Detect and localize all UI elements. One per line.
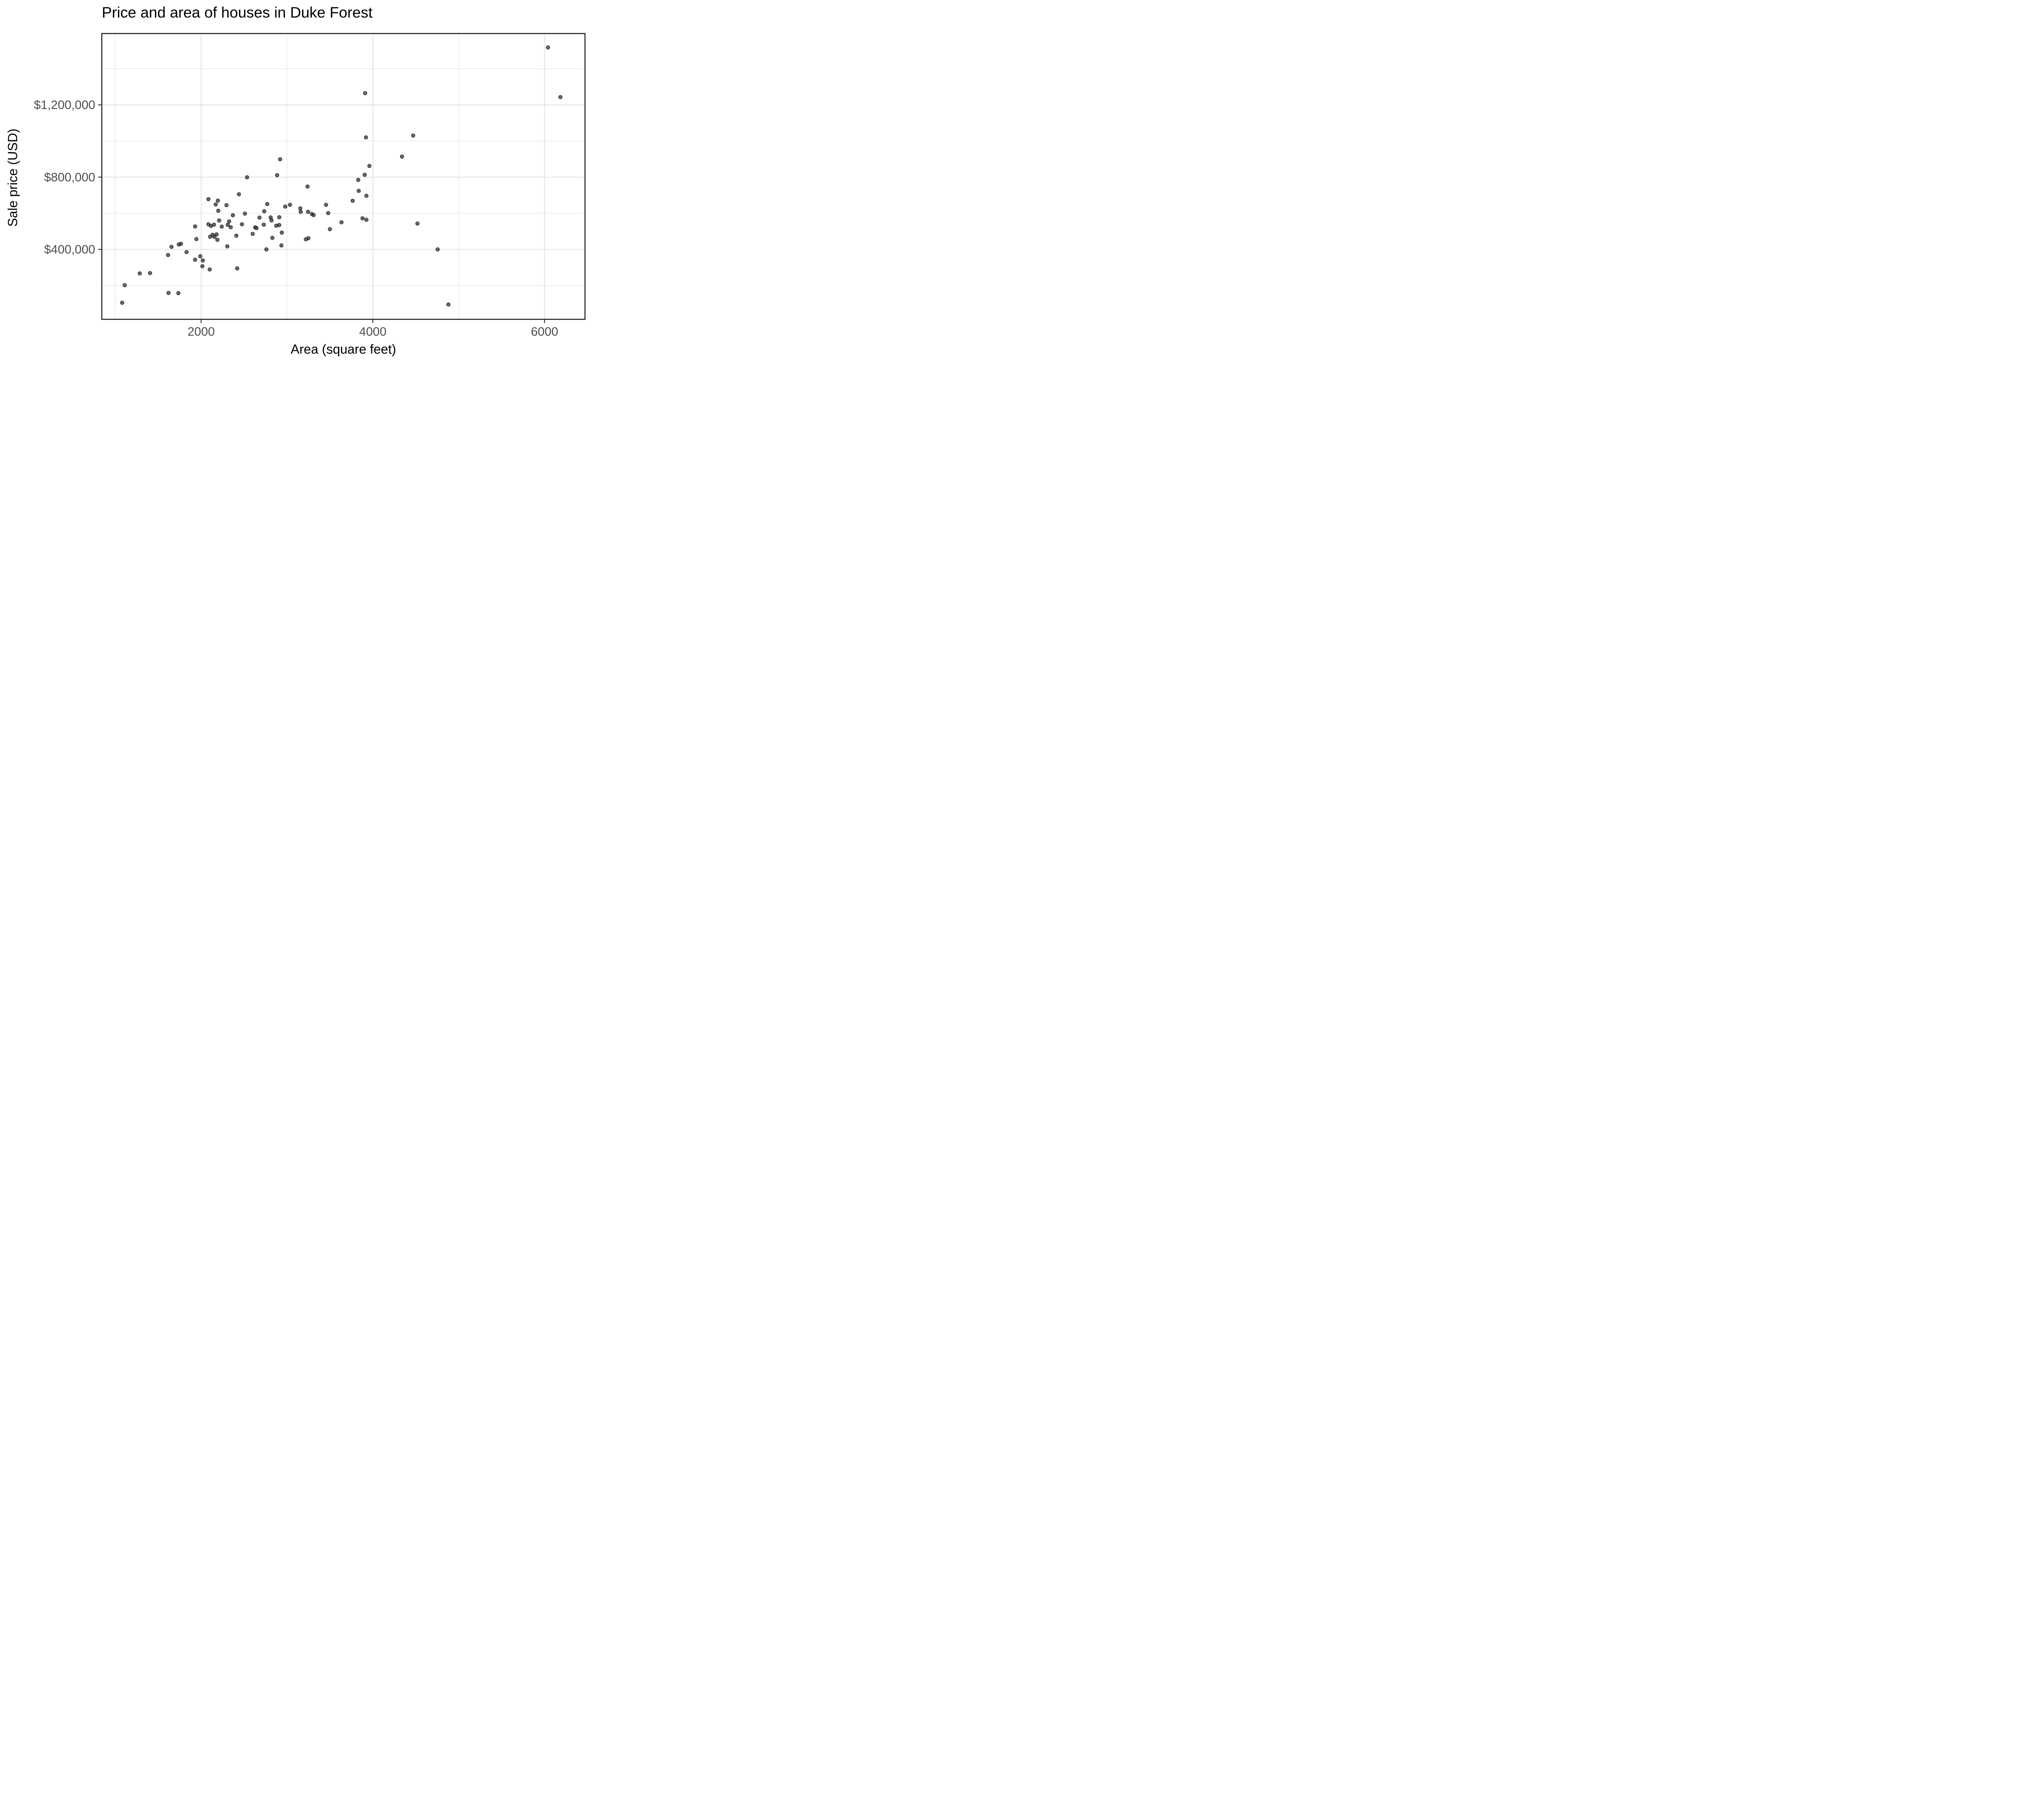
data-point bbox=[262, 222, 266, 227]
data-point bbox=[356, 188, 361, 193]
x-axis-title: Area (square feet) bbox=[291, 342, 396, 357]
data-point bbox=[122, 283, 127, 287]
data-point bbox=[207, 267, 212, 272]
data-point bbox=[264, 247, 269, 252]
data-point bbox=[311, 213, 316, 218]
panel-border bbox=[101, 33, 586, 320]
data-point bbox=[237, 192, 241, 197]
data-point bbox=[277, 223, 282, 227]
y-tick-label: $800,000 bbox=[44, 170, 95, 184]
data-point bbox=[360, 216, 365, 221]
data-point bbox=[446, 302, 451, 307]
data-point bbox=[279, 243, 284, 248]
data-point bbox=[200, 258, 205, 263]
y-axis-title: Sale price (USD) bbox=[5, 128, 20, 227]
data-point bbox=[306, 209, 310, 214]
data-point bbox=[225, 244, 230, 249]
data-point bbox=[193, 257, 197, 262]
data-point bbox=[270, 236, 275, 240]
data-point bbox=[148, 271, 152, 276]
plot-panel: 2000 4000 6000 $400,000 $800,000 $1,200,000 bbox=[34, 33, 586, 339]
data-point bbox=[277, 215, 282, 220]
data-point bbox=[305, 184, 310, 189]
data-point bbox=[235, 266, 240, 271]
data-point bbox=[298, 206, 303, 211]
data-point bbox=[298, 209, 303, 214]
data-point bbox=[234, 233, 239, 238]
data-point bbox=[324, 202, 328, 207]
data-point bbox=[411, 133, 415, 138]
data-point bbox=[213, 202, 218, 207]
data-point bbox=[283, 204, 288, 209]
data-point bbox=[245, 175, 249, 179]
scatter-plot-figure: 2000 4000 6000 $400,000 $800,000 $1,200,000 P… bbox=[0, 0, 589, 364]
data-point bbox=[184, 250, 189, 254]
data-point bbox=[278, 157, 282, 161]
data-point bbox=[415, 221, 420, 226]
data-point bbox=[254, 226, 259, 231]
data-point bbox=[240, 222, 244, 227]
data-point bbox=[269, 218, 274, 223]
data-point bbox=[214, 232, 219, 237]
data-point bbox=[200, 264, 205, 269]
data-point bbox=[194, 237, 199, 242]
data-point bbox=[363, 135, 368, 140]
data-point bbox=[288, 202, 292, 207]
y-tick-label: $400,000 bbox=[44, 243, 95, 256]
data-point bbox=[193, 224, 197, 229]
data-point bbox=[225, 222, 230, 227]
data-point bbox=[215, 198, 220, 203]
data-point bbox=[262, 209, 267, 214]
data-point bbox=[169, 244, 174, 249]
data-point bbox=[435, 247, 440, 252]
data-point bbox=[137, 271, 142, 276]
data-point bbox=[176, 291, 181, 296]
y-tick-label: $1,200,000 bbox=[34, 99, 95, 112]
chart-title: Price and area of houses in Duke Forest bbox=[102, 4, 373, 21]
data-point bbox=[367, 164, 372, 168]
data-point bbox=[231, 213, 235, 218]
data-point bbox=[303, 237, 308, 242]
data-point bbox=[166, 253, 170, 257]
data-point bbox=[120, 301, 125, 305]
data-point bbox=[250, 231, 255, 236]
data-point bbox=[229, 225, 233, 229]
data-point bbox=[363, 91, 368, 96]
data-point bbox=[220, 224, 224, 229]
data-point bbox=[326, 211, 331, 215]
data-point bbox=[198, 254, 203, 259]
data-point bbox=[217, 218, 222, 223]
x-tick-label: 6000 bbox=[531, 325, 558, 339]
panel-background bbox=[102, 34, 585, 319]
data-point bbox=[275, 173, 280, 177]
data-point bbox=[362, 173, 367, 177]
data-point bbox=[400, 154, 404, 159]
data-point bbox=[327, 227, 332, 231]
data-point bbox=[364, 193, 369, 198]
data-point bbox=[166, 291, 171, 295]
data-point bbox=[356, 177, 361, 182]
data-point bbox=[216, 209, 221, 213]
data-point bbox=[257, 215, 262, 220]
data-point bbox=[364, 218, 369, 222]
data-point bbox=[265, 202, 269, 206]
data-point bbox=[242, 211, 247, 216]
data-point bbox=[206, 197, 211, 202]
data-point bbox=[350, 198, 355, 203]
data-point bbox=[339, 220, 344, 224]
data-point bbox=[177, 242, 181, 247]
data-point bbox=[212, 222, 216, 227]
data-point bbox=[280, 230, 284, 235]
data-point bbox=[224, 203, 229, 208]
x-tick-label: 2000 bbox=[188, 325, 215, 339]
x-tick-label: 4000 bbox=[359, 325, 387, 339]
data-point bbox=[558, 95, 563, 99]
data-point bbox=[215, 238, 220, 242]
data-point bbox=[546, 45, 550, 50]
data-point bbox=[227, 219, 231, 224]
